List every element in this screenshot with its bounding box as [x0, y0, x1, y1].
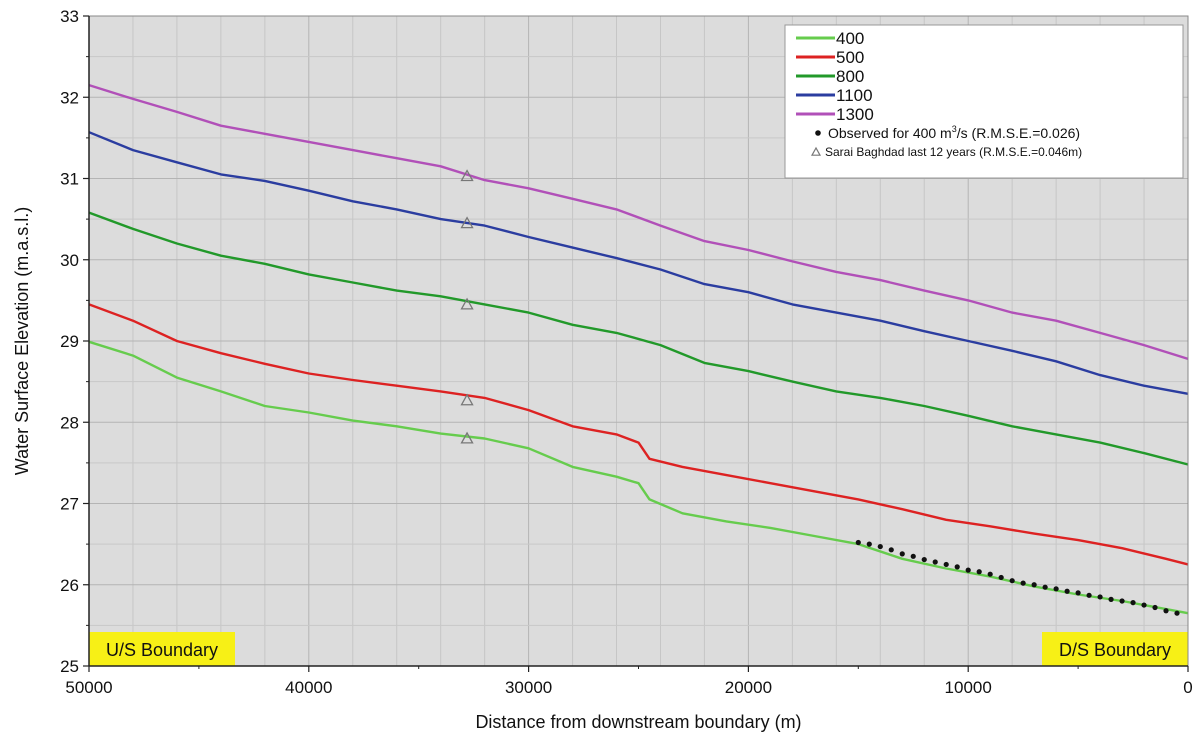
- legend-label: 800: [836, 67, 864, 86]
- boundary-label-box: [89, 632, 235, 666]
- boundary-label-text: U/S Boundary: [106, 640, 218, 660]
- series-line-500: [88, 303, 1189, 566]
- sarai-baghdad-point: [460, 169, 474, 182]
- observed-point: [1119, 598, 1125, 604]
- ds-boundary-label: D/S Boundary: [1042, 632, 1188, 666]
- observed-point: [976, 569, 982, 575]
- legend-entry-1300: 1300: [796, 105, 874, 124]
- boundary-label-text: D/S Boundary: [1059, 640, 1171, 660]
- data-markers: [460, 169, 1180, 616]
- observed-point: [998, 574, 1004, 581]
- observed-point: [1108, 596, 1114, 602]
- sarai-baghdad-point: [460, 216, 474, 229]
- observed-point: [1086, 592, 1092, 598]
- observed-point: [1053, 586, 1059, 592]
- y-axis-title: Water Surface Elevation (m.a.s.l.): [12, 207, 32, 475]
- legend-observed-label: Observed for 400 m3/s (R.M.S.E.=0.026): [828, 124, 1080, 141]
- y-tick-label: 27: [60, 495, 79, 514]
- observed-point: [1141, 602, 1147, 608]
- x-tick-label: 50000: [65, 678, 112, 697]
- legend-label: 500: [836, 48, 864, 67]
- observed-point: [1130, 600, 1136, 606]
- observed-point: [855, 539, 861, 546]
- y-tick-label: 32: [60, 88, 79, 107]
- x-tick-label: 40000: [285, 678, 332, 697]
- observed-point: [987, 571, 993, 577]
- observed-point: [965, 567, 971, 573]
- sarai-baghdad-point: [460, 431, 474, 444]
- x-tick-label: 20000: [725, 678, 772, 697]
- sarai-baghdad-point: [460, 393, 474, 406]
- observed-point: [910, 553, 916, 559]
- legend-entry-500: 500: [796, 48, 864, 67]
- observed-point: [954, 564, 960, 570]
- legend-entry-observed: Observed for 400 m3/s (R.M.S.E.=0.026): [815, 124, 1080, 141]
- observed-point: [932, 559, 938, 565]
- y-tick-label: 33: [60, 7, 79, 26]
- x-tick-label: 30000: [505, 678, 552, 697]
- legend-box: [784, 24, 1184, 179]
- observed-point: [1009, 578, 1015, 584]
- observed-point: [1097, 594, 1103, 600]
- legend-sarai-triangle: [810, 146, 822, 156]
- legend-observed-dot: [815, 130, 821, 136]
- y-tick-label: 31: [60, 170, 79, 189]
- observed-point: [921, 556, 927, 563]
- y-tick-label: 25: [60, 657, 79, 676]
- observed-point: [888, 547, 894, 553]
- observed-point: [1174, 610, 1180, 616]
- x-tick-label: 0: [1183, 678, 1192, 697]
- observed-point: [877, 543, 883, 550]
- legend-label: 1300: [836, 105, 874, 124]
- observed-point: [1042, 584, 1048, 590]
- y-tick-label: 30: [60, 251, 79, 270]
- boundary-label-box: [1042, 632, 1188, 666]
- x-tick-label: 10000: [945, 678, 992, 697]
- legend-label: 400: [836, 29, 864, 48]
- boundary-annotations: U/S Boundary D/S Boundary: [89, 632, 1188, 666]
- legend-label: 1100: [836, 86, 873, 105]
- observed-point: [1152, 604, 1158, 611]
- x-axis-title: Distance from downstream boundary (m): [475, 712, 801, 732]
- observed-point: [899, 551, 905, 557]
- observed-point: [1064, 588, 1070, 594]
- series-line-1300: [88, 83, 1189, 361]
- observed-point: [866, 541, 872, 547]
- observed-point: [1020, 580, 1026, 586]
- axes: 25 26 27 28 29 30 31 32 33 50000 40000 30000 20000 10…: [12, 7, 1193, 732]
- legend-entry-1100: 1100: [796, 86, 873, 105]
- observed-point: [1031, 582, 1037, 588]
- series-line-1100: [88, 131, 1189, 395]
- observed-point: [1075, 590, 1081, 596]
- sarai-baghdad-point: [460, 297, 474, 310]
- observed-point: [1163, 608, 1169, 614]
- legend-sarai-label: Sarai Baghdad last 12 years (R.M.S.E.=0.…: [825, 145, 1082, 159]
- y-tick-label: 26: [60, 576, 79, 595]
- y-tick-label: 28: [60, 413, 79, 432]
- legend-entry-sarai: Sarai Baghdad last 12 years (R.M.S.E.=0.…: [810, 145, 1082, 159]
- us-boundary-label: U/S Boundary: [89, 632, 235, 666]
- series-line-800: [88, 211, 1189, 466]
- y-tick-label: 29: [60, 332, 79, 351]
- legend-entry-400: 400: [796, 29, 864, 48]
- observed-point: [943, 561, 949, 568]
- legend-entry-800: 800: [796, 67, 864, 86]
